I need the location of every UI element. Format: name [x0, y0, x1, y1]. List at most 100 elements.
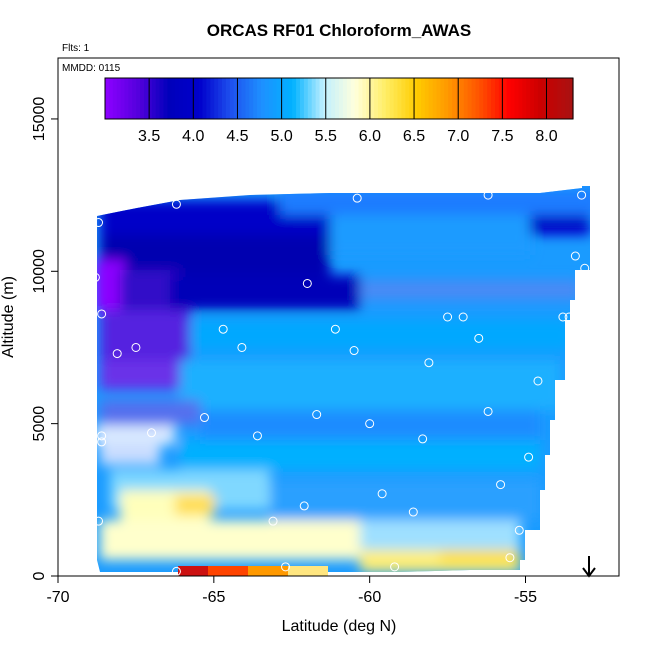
colorbar-swatch — [105, 78, 110, 119]
y-tick-label: 5000 — [31, 406, 48, 442]
sample-point — [514, 525, 524, 535]
colorbar-swatch — [397, 78, 402, 119]
colorbar-tick-label: 6.0 — [359, 128, 381, 145]
colorbar-swatch — [498, 78, 504, 119]
sample-point — [443, 312, 453, 322]
colorbar-swatch — [565, 78, 570, 119]
colorbar-swatch — [495, 78, 500, 119]
colorbar-swatch — [132, 78, 137, 119]
colorbar-swatch — [452, 78, 457, 119]
colorbar-swatch — [561, 78, 566, 119]
colorbar-swatch — [366, 78, 371, 119]
y-tick-label: 0 — [31, 571, 48, 580]
colorbar-swatch — [183, 78, 188, 119]
sample-point — [97, 437, 107, 447]
sample-point — [558, 312, 568, 322]
colorbar-swatch — [487, 78, 492, 119]
colorbar-swatch — [417, 78, 422, 119]
bottom-sample-strip — [178, 566, 328, 576]
sample-point — [505, 553, 515, 563]
x-axis: -70 -65 -60 -55 — [46, 575, 537, 606]
colorbar-swatch — [144, 78, 149, 119]
colorbar-swatch — [424, 78, 430, 119]
sample-point — [474, 333, 484, 343]
colorbar-swatch — [128, 78, 133, 119]
colorbar-tick-label: 3.5 — [138, 128, 160, 145]
colorbar-swatch — [296, 78, 301, 119]
sample-point — [199, 413, 209, 423]
colorbar-swatch — [381, 78, 387, 119]
colorbar-swatch — [124, 78, 129, 119]
y-tick-label: 10000 — [31, 249, 48, 294]
colorbar-swatch — [116, 78, 122, 119]
colorbar-swatch — [163, 78, 168, 119]
colorbar-swatch — [510, 78, 516, 119]
colorbar-swatch — [179, 78, 184, 119]
colorbar-swatch — [385, 78, 391, 119]
colorbar-swatch — [210, 78, 215, 119]
sample-point — [577, 190, 587, 200]
sample-point — [349, 346, 359, 356]
colorbar-swatch — [280, 78, 285, 119]
colorbar-swatch — [335, 78, 340, 119]
colorbar-swatch — [405, 78, 410, 119]
sample-point — [483, 190, 493, 200]
heatmap-field — [97, 186, 590, 572]
x-tick-label: -70 — [46, 589, 69, 606]
colorbar-swatch — [534, 78, 539, 119]
colorbar-swatch — [502, 78, 508, 119]
colorbar-swatch — [136, 78, 141, 119]
sample-point — [299, 501, 309, 511]
sample-point — [533, 376, 543, 386]
sample-point — [281, 562, 291, 572]
colorbar-swatch — [514, 78, 519, 119]
colorbar-swatch — [276, 78, 282, 119]
colorbar-swatch — [413, 78, 418, 119]
sample-point — [171, 199, 181, 209]
colorbar-swatch — [401, 78, 406, 119]
sample-points — [87, 190, 590, 576]
y-axis-label: Altitude (m) — [0, 276, 17, 358]
x-tick-label: -55 — [514, 589, 537, 606]
colorbar-swatch — [530, 78, 535, 119]
sample-point — [564, 312, 574, 322]
sample-point — [483, 406, 493, 416]
date-label: MMDD: 0115 — [62, 63, 121, 74]
sample-point — [268, 516, 278, 526]
colorbar-tick-label: 5.5 — [315, 128, 337, 145]
colorbar-swatch — [319, 78, 324, 119]
colorbar-swatch — [506, 78, 512, 119]
colorbar-swatch — [268, 78, 274, 119]
colorbar-swatch — [327, 78, 332, 119]
chart-title: ORCAS RF01 Chloroform_AWAS — [207, 21, 471, 40]
colorbar-swatch — [557, 78, 562, 119]
colorbar-swatch — [491, 78, 496, 119]
colorbar-swatch — [194, 78, 200, 119]
colorbar-swatch — [463, 78, 469, 119]
colorbar-swatch — [167, 78, 172, 119]
sample-point — [112, 349, 122, 359]
colorbar-swatch — [120, 78, 126, 119]
sample-point — [377, 489, 387, 499]
colorbar-swatch — [518, 78, 523, 119]
colorbar-swatch — [420, 78, 426, 119]
sample-point — [94, 218, 104, 228]
colorbar-tick-label: 4.5 — [226, 128, 248, 145]
colorbar-swatch — [175, 78, 180, 119]
colorbar-swatch — [526, 78, 531, 119]
colorbar-swatch — [354, 78, 360, 119]
arrow-down-icon — [582, 556, 596, 578]
colorbar-swatch — [198, 78, 204, 119]
colorbar-swatch — [147, 78, 153, 119]
colorbar-frame — [104, 77, 574, 120]
colorbar-swatch — [311, 78, 317, 119]
colorbar-swatch — [541, 78, 547, 119]
sample-point — [580, 263, 590, 273]
colorbar-swatch — [370, 78, 375, 119]
colorbar-tick-label: 7.0 — [447, 128, 469, 145]
sample-point — [97, 431, 107, 441]
sample-point — [90, 272, 100, 282]
colorbar-swatch — [432, 78, 438, 119]
colorbar-swatch — [237, 78, 243, 119]
